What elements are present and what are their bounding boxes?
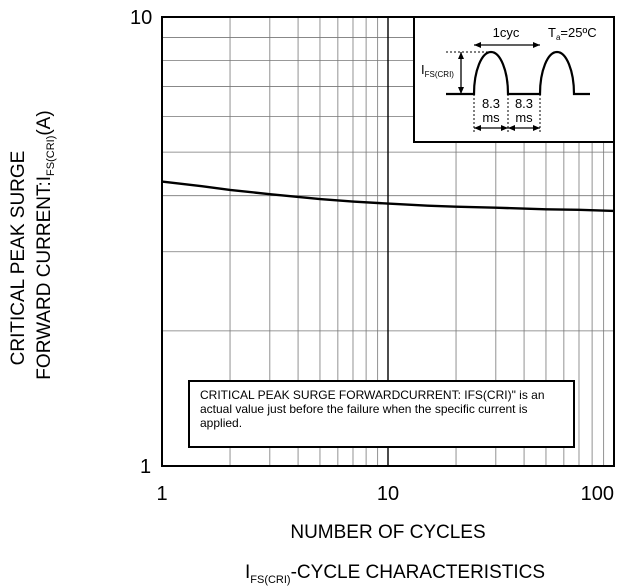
- inset-frame: [413, 16, 615, 143]
- amplitude-arrowhead-bottom: [458, 87, 464, 94]
- caption-symbol: I: [245, 562, 250, 583]
- period-label: 1cyc: [493, 25, 520, 40]
- plot-frame: [161, 16, 615, 467]
- time-arrowhead-right: [533, 125, 540, 131]
- waveform-inset: 1cyc Ta=25ºC IFS(CRI) 8.3 ms 8.3 ms: [413, 16, 615, 143]
- caption-subscript: FS(CRI): [250, 574, 290, 586]
- temperature-subscript: a: [556, 33, 561, 42]
- y-axis-label-main: FORWARD CURRENT:I: [34, 176, 55, 380]
- time1-value: 8.3: [482, 96, 500, 111]
- y-axis-label-subscript: FS(CRI): [45, 136, 57, 176]
- time2-value: 8.3: [515, 96, 533, 111]
- y-axis-label-line1: CRITICAL PEAK SURGE: [8, 151, 29, 366]
- time-arrowhead-mid-left: [501, 125, 508, 131]
- period-arrowhead-right: [533, 42, 540, 48]
- caption-text: -CYCLE CHARACTERISTICS: [291, 562, 545, 583]
- temperature-value: =25ºC: [560, 25, 596, 40]
- temperature-label: Ta=25ºC: [548, 25, 597, 42]
- current-symbol: I: [421, 62, 425, 77]
- time1-unit: ms: [482, 110, 500, 125]
- note-box: CRITICAL PEAK SURGE FORWARDCURRENT: IFS(…: [188, 380, 575, 448]
- x-tick-100: 100: [581, 483, 614, 505]
- chart-caption: IFS(CRI)-CYCLE CHARACTERISTICS: [245, 562, 545, 586]
- amplitude-arrowhead-top: [458, 52, 464, 59]
- surge-waveform: [446, 50, 590, 96]
- x-axis-label: NUMBER OF CYCLES: [290, 522, 485, 543]
- current-label: IFS(CRI): [421, 62, 454, 79]
- period-arrowhead-left: [474, 42, 481, 48]
- y-tick-10: 10: [130, 7, 152, 29]
- current-subscript: FS(CRI): [425, 70, 455, 79]
- data-series: [161, 180, 615, 213]
- series-line-0: [161, 180, 615, 213]
- x-tick-10: 10: [377, 483, 399, 505]
- x-tick-1: 1: [156, 483, 167, 505]
- time2-unit: ms: [515, 110, 533, 125]
- time-arrowhead-left: [474, 125, 481, 131]
- temperature-symbol: T: [548, 25, 556, 40]
- y-tick-1: 1: [140, 456, 151, 478]
- y-axis-label-line2: FORWARD CURRENT:IFS(CRI)(A): [34, 110, 57, 379]
- y-axis-label-unit: (A): [34, 110, 55, 135]
- time-arrowhead-mid-right: [508, 125, 515, 131]
